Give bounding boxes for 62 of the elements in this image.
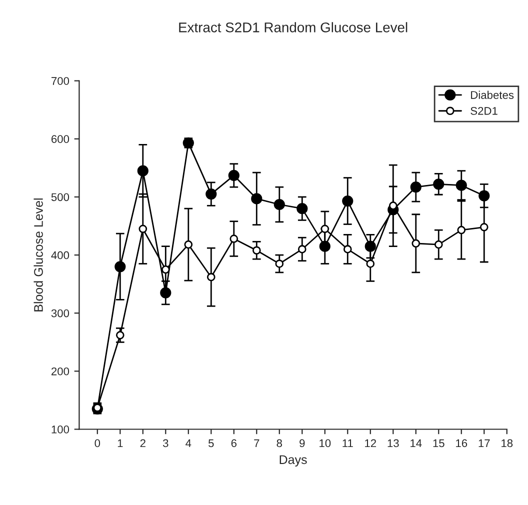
point bbox=[410, 182, 422, 193]
point bbox=[275, 260, 284, 268]
point bbox=[364, 240, 376, 252]
x-tick-label: 12 bbox=[365, 439, 376, 448]
point bbox=[274, 198, 285, 210]
point bbox=[319, 240, 330, 252]
point bbox=[114, 261, 126, 272]
y-tick-label: 200 bbox=[52, 367, 70, 376]
x-tick-label: 7 bbox=[254, 439, 260, 448]
x-tick-label: 5 bbox=[208, 439, 214, 448]
point bbox=[252, 246, 261, 255]
point bbox=[342, 195, 354, 207]
x-tick-label: 10 bbox=[320, 439, 331, 448]
point bbox=[298, 245, 306, 254]
point bbox=[366, 260, 375, 268]
point bbox=[160, 287, 172, 298]
point bbox=[230, 234, 238, 243]
x-tick-label: 2 bbox=[140, 439, 146, 448]
point bbox=[116, 331, 124, 340]
x-tick-label: 16 bbox=[456, 439, 468, 448]
point bbox=[478, 190, 490, 202]
x-axis-title: Days bbox=[280, 455, 307, 467]
x-tick-label: 18 bbox=[502, 439, 513, 448]
x-tick-label: 1 bbox=[118, 439, 123, 448]
x-tick-label: 11 bbox=[342, 439, 353, 448]
point bbox=[206, 188, 217, 200]
x-tick-label: 4 bbox=[186, 439, 192, 448]
x-tick-label: 13 bbox=[388, 439, 399, 448]
point bbox=[456, 180, 467, 191]
y-tick-label: 600 bbox=[52, 135, 70, 144]
x-tick-label: 3 bbox=[162, 439, 168, 448]
point bbox=[433, 178, 444, 190]
point bbox=[457, 226, 466, 234]
y-tick-label: 500 bbox=[51, 193, 70, 202]
x-tick-label: 0 bbox=[94, 439, 100, 448]
point bbox=[138, 224, 148, 234]
y-tick-label: 400 bbox=[51, 251, 70, 260]
point bbox=[161, 265, 170, 274]
point bbox=[343, 245, 352, 254]
point bbox=[206, 272, 216, 282]
x-tick-label: 6 bbox=[231, 439, 236, 448]
x-tick-label: 14 bbox=[410, 439, 422, 448]
y-tick-label: 700 bbox=[52, 77, 70, 85]
point bbox=[228, 170, 240, 182]
point bbox=[434, 240, 443, 249]
point bbox=[412, 239, 420, 248]
point bbox=[251, 193, 262, 204]
x-tick-label: 17 bbox=[478, 439, 490, 448]
chart-title: Extract S2D1 Random Glucose Level bbox=[179, 22, 408, 32]
y-tick-label: 300 bbox=[51, 309, 70, 318]
point bbox=[137, 165, 148, 176]
point bbox=[184, 240, 193, 249]
y-axis-title: Blood Glucose Level bbox=[34, 198, 43, 312]
point bbox=[480, 222, 488, 232]
y-tick-label: 100 bbox=[52, 426, 70, 434]
legend-label: S2D1 bbox=[470, 107, 498, 115]
legend-label: Diabetes bbox=[471, 90, 514, 99]
point bbox=[320, 224, 330, 234]
x-tick-label: 9 bbox=[300, 439, 305, 448]
x-tick-label: 8 bbox=[276, 439, 282, 448]
point bbox=[296, 203, 308, 214]
x-tick-label: 15 bbox=[433, 439, 444, 448]
